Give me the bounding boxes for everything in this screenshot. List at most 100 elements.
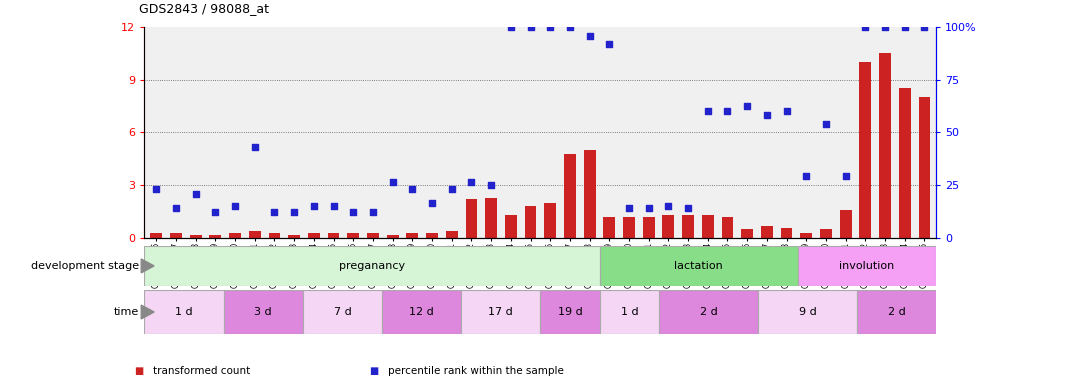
Point (522, 24, 539, 30)
Text: 19 d: 19 d (557, 307, 582, 317)
Point (502, 24, 519, 30)
Bar (144, 246, 599, 286)
Bar (840, 210, 852, 238)
Text: 12 d: 12 d (409, 307, 434, 317)
Point (621, 205, 638, 211)
Point (403, 186, 421, 192)
Bar (170, 233, 182, 238)
Bar (643, 217, 655, 238)
Bar (189, 235, 201, 238)
Bar (461, 290, 540, 334)
Bar (798, 246, 936, 286)
Text: 1 d: 1 d (621, 307, 638, 317)
Bar (540, 290, 599, 334)
Bar (249, 231, 261, 238)
Bar (659, 290, 759, 334)
Bar (446, 231, 458, 238)
Point (660, 204, 677, 210)
Text: involution: involution (839, 261, 895, 271)
Text: preganancy: preganancy (339, 261, 406, 271)
Bar (210, 235, 221, 238)
Bar (918, 97, 930, 238)
Point (187, 191, 204, 197)
Text: 2 d: 2 d (700, 307, 718, 317)
Text: ■: ■ (369, 366, 379, 376)
Point (876, 24, 893, 30)
Bar (229, 233, 241, 238)
Bar (721, 217, 733, 238)
Bar (303, 290, 382, 334)
Bar (899, 88, 911, 238)
Bar (367, 233, 379, 238)
Bar (426, 233, 438, 238)
Bar (761, 226, 773, 238)
Point (286, 209, 303, 215)
Point (148, 186, 165, 192)
Point (916, 24, 933, 30)
Bar (465, 199, 477, 238)
Point (265, 209, 282, 215)
Point (246, 144, 263, 150)
Point (227, 204, 244, 210)
Text: 9 d: 9 d (798, 307, 816, 317)
Point (167, 205, 184, 211)
Text: lactation: lactation (674, 261, 723, 271)
Text: GDS2843 / 98088_at: GDS2843 / 98088_at (139, 2, 269, 15)
Bar (144, 290, 224, 334)
Point (325, 204, 342, 210)
Point (443, 186, 460, 192)
Point (857, 24, 874, 30)
Bar (485, 198, 498, 238)
Point (345, 209, 362, 215)
Bar (348, 233, 360, 238)
Point (305, 204, 322, 210)
Bar (599, 290, 659, 334)
Bar (781, 227, 793, 238)
Text: transformed count: transformed count (153, 366, 250, 376)
Bar (386, 235, 398, 238)
Point (424, 200, 441, 206)
Text: 1 d: 1 d (175, 307, 193, 317)
Point (541, 24, 559, 30)
Bar (603, 217, 615, 238)
Text: 7 d: 7 d (334, 307, 351, 317)
Point (384, 179, 401, 185)
Point (562, 24, 579, 30)
Bar (702, 215, 714, 238)
Point (600, 41, 617, 48)
Bar (524, 207, 536, 238)
Bar (269, 233, 280, 238)
Text: development stage: development stage (31, 261, 139, 271)
Text: 17 d: 17 d (488, 307, 514, 317)
Point (817, 121, 835, 127)
Bar (564, 154, 576, 238)
Bar (327, 233, 339, 238)
Bar (800, 233, 812, 238)
Bar (662, 215, 674, 238)
Bar (407, 233, 418, 238)
Bar (859, 62, 871, 238)
Text: 3 d: 3 d (255, 307, 272, 317)
Point (207, 209, 224, 215)
Bar (505, 215, 517, 238)
Bar (599, 246, 798, 286)
Bar (288, 235, 300, 238)
Point (759, 112, 776, 118)
Bar (151, 233, 163, 238)
Point (463, 179, 480, 185)
Bar (583, 150, 596, 238)
Bar (683, 215, 694, 238)
Point (778, 108, 795, 114)
Point (640, 205, 657, 211)
Point (897, 24, 914, 30)
Text: ■: ■ (134, 366, 143, 376)
Bar (382, 290, 461, 334)
Text: 2 d: 2 d (888, 307, 905, 317)
Bar (623, 217, 635, 238)
Point (837, 174, 854, 180)
Point (679, 205, 697, 211)
Bar (759, 290, 857, 334)
Bar (545, 203, 556, 238)
Point (483, 182, 500, 188)
Bar (880, 53, 891, 238)
